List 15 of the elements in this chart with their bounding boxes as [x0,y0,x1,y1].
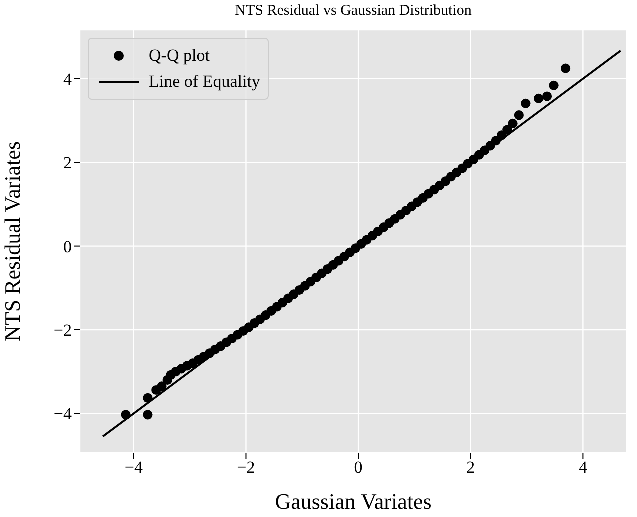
legend-label: Q-Q plot [149,46,210,66]
chart-title: NTS Residual vs Gaussian Distribution [234,3,473,20]
y-tick-label: 2 [64,154,72,173]
x-axis-title: Gaussian Variates [275,489,432,514]
y-tick-label: −4 [54,404,72,424]
legend-label: Line of Equality [149,72,260,92]
x-tick-label: −4 [124,458,144,478]
y-tick-label: −2 [54,321,72,340]
y-tick-label: 0 [64,237,72,256]
x-tick-label: 4 [578,458,588,478]
y-tick-label: 4 [64,70,72,89]
x-tick-label: −2 [237,458,256,478]
x-tick-label: 0 [354,458,363,478]
x-tick-label: 2 [466,458,476,478]
y-axis-title: NTS Residual Variates [0,141,25,342]
